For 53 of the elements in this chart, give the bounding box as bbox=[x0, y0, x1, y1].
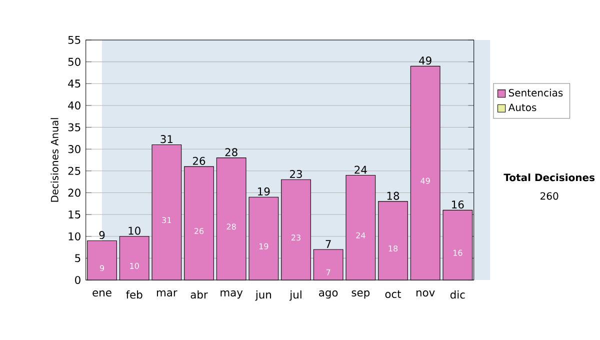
total-label: 31 bbox=[160, 135, 172, 144]
y-tick-label: 35 bbox=[68, 123, 80, 132]
x-tick-label: nov bbox=[416, 290, 435, 297]
data-label: 23 bbox=[291, 234, 300, 241]
y-tick-label: 5 bbox=[75, 254, 80, 262]
total-label: 7 bbox=[326, 240, 331, 248]
total-label: 24 bbox=[354, 166, 367, 174]
data-label: 24 bbox=[356, 232, 366, 238]
x-tick-label: ago bbox=[319, 290, 338, 299]
y-tick-label: 40 bbox=[68, 101, 80, 110]
total-label: 26 bbox=[192, 156, 206, 165]
data-label: 31 bbox=[162, 217, 172, 224]
data-label: 49 bbox=[420, 178, 430, 184]
y-tick-label: 15 bbox=[68, 210, 80, 219]
data-label: 28 bbox=[226, 224, 236, 230]
data-label: 16 bbox=[453, 250, 462, 256]
text: 260 bbox=[540, 192, 558, 200]
x-tick-label: oct bbox=[385, 290, 402, 298]
data-label: 19 bbox=[259, 243, 268, 250]
legend-label: Sentencias bbox=[508, 88, 563, 97]
x-tick-label: ene bbox=[92, 290, 112, 297]
data-label: 10 bbox=[130, 262, 139, 269]
y-tick-label: 0 bbox=[75, 276, 80, 284]
total-label: 19 bbox=[258, 187, 270, 196]
y-tick-label: 45 bbox=[68, 80, 80, 88]
y-axis-title: Decisiones Anual bbox=[50, 118, 58, 202]
x-tick-label: sep bbox=[352, 290, 370, 299]
total-label: 23 bbox=[290, 170, 302, 178]
x-tick-label: mar bbox=[156, 290, 178, 297]
total-label: 9 bbox=[99, 231, 105, 240]
x-tick-label: jul bbox=[289, 290, 302, 301]
data-label: 18 bbox=[388, 245, 398, 252]
x-tick-label: may bbox=[220, 290, 243, 299]
y-tick-label: 25 bbox=[68, 166, 80, 175]
x-tick-label: jun bbox=[255, 290, 272, 301]
y-tick-label: 50 bbox=[68, 58, 80, 66]
y-tick-label: 30 bbox=[68, 145, 80, 154]
total-label: 28 bbox=[225, 148, 238, 156]
x-tick-label: abr bbox=[190, 290, 208, 299]
text: Total Decisiones bbox=[504, 173, 595, 182]
total-label: 18 bbox=[387, 192, 400, 200]
data-label: 26 bbox=[194, 228, 204, 234]
y-tick-label: 55 bbox=[68, 36, 80, 44]
total-label: 10 bbox=[128, 226, 140, 235]
x-tick-label: feb bbox=[126, 290, 142, 299]
y-tick-label: 20 bbox=[68, 188, 80, 197]
data-label: 9 bbox=[100, 265, 104, 272]
legend-label: Autos bbox=[508, 104, 536, 112]
x-tick-label: dic bbox=[450, 290, 465, 299]
total-label: 49 bbox=[419, 56, 432, 65]
data-label: 7 bbox=[326, 269, 330, 276]
total-label: 16 bbox=[452, 200, 464, 209]
y-tick-label: 10 bbox=[68, 232, 80, 240]
